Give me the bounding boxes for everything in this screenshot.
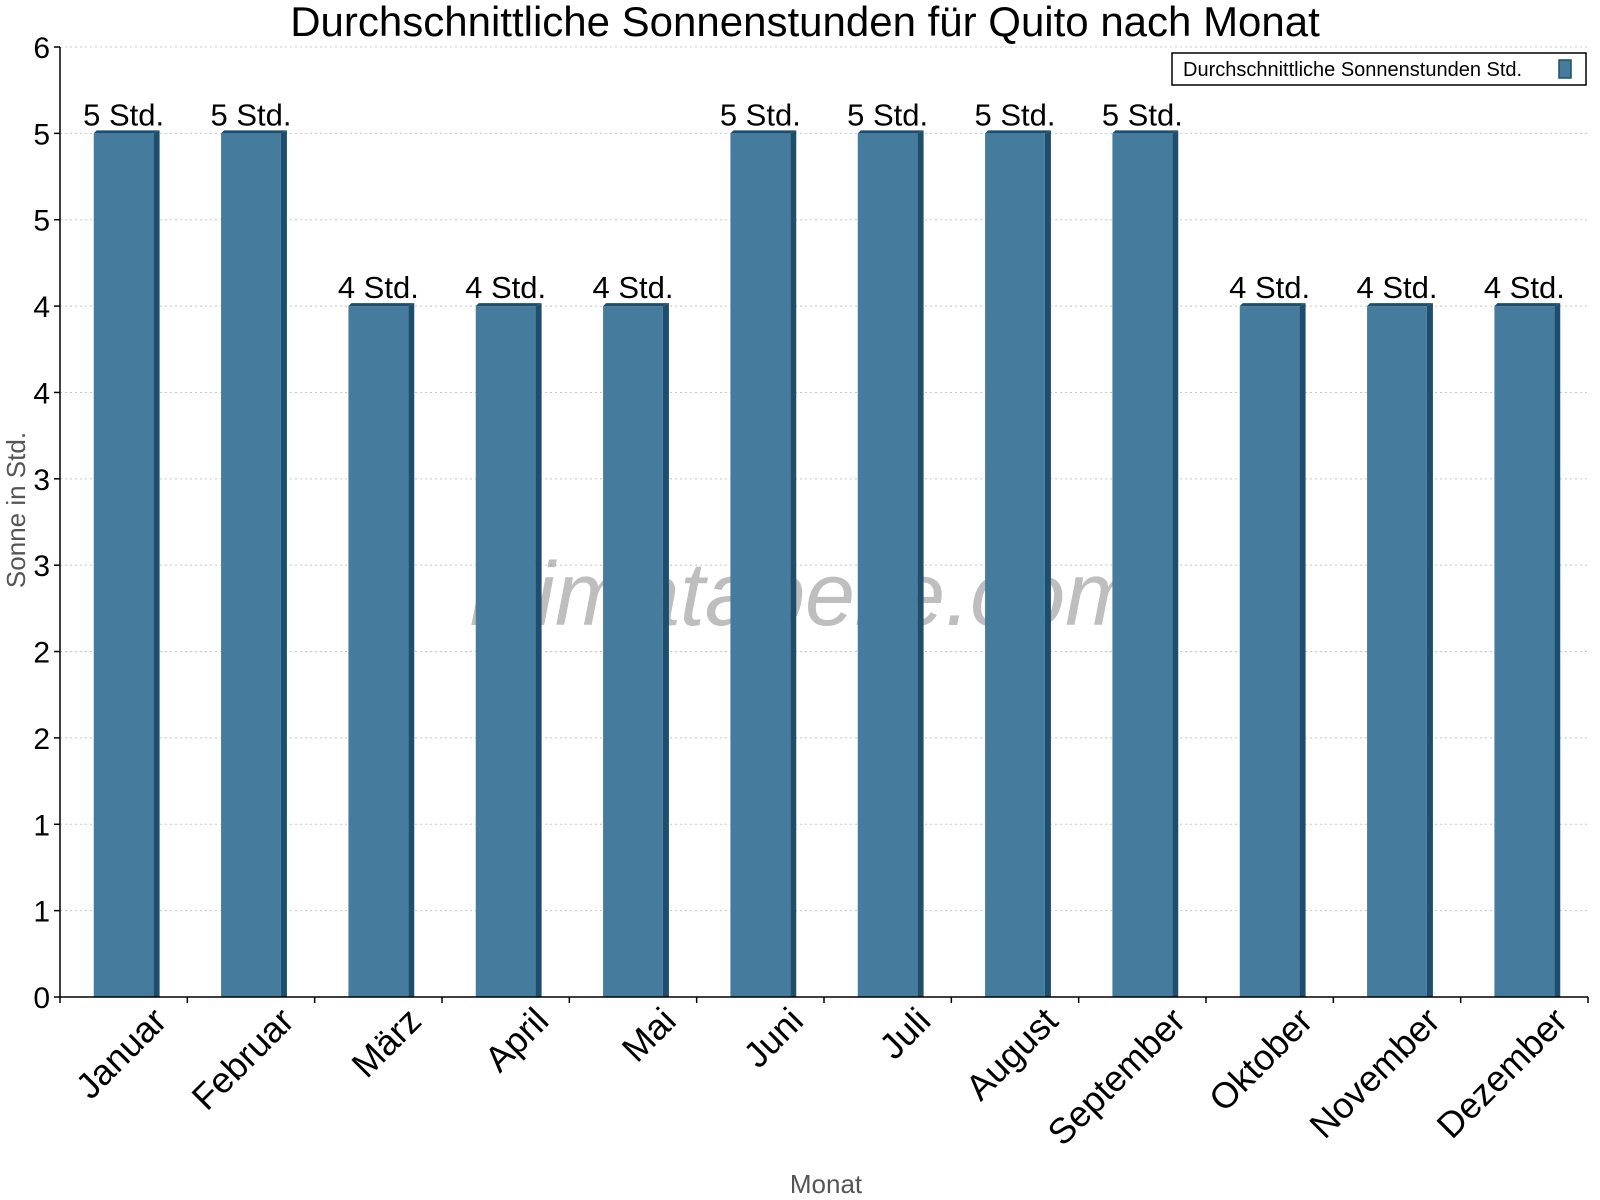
data-label-januar: 5 Std.: [83, 97, 164, 132]
x-axis-title: Monat: [790, 1169, 863, 1199]
chart-title: Durchschnittliche Sonnenstunden für Quit…: [290, 0, 1320, 45]
bar-dezember: [1494, 303, 1561, 997]
bar-märz: [348, 303, 415, 997]
bar-top: [1494, 303, 1561, 307]
bar-februar: [221, 130, 287, 997]
bar-front: [857, 133, 918, 997]
bar-top: [857, 130, 924, 134]
bar-juli: [857, 130, 924, 997]
x-tick-label-dezember: Dezember: [1429, 1000, 1575, 1146]
y-tick-label-1: 1: [33, 896, 50, 929]
x-tick-label-september: September: [1039, 1000, 1193, 1154]
legend-label: Durchschnittliche Sonnenstunden Std.: [1183, 59, 1522, 81]
bar-top: [475, 303, 542, 307]
bar-side: [1044, 130, 1051, 997]
y-tick-label-5: 3: [33, 550, 50, 583]
bar-front: [730, 133, 791, 997]
bar-side: [1172, 130, 1179, 997]
bar-front: [475, 306, 536, 997]
x-tick-label-august: August: [957, 1000, 1065, 1108]
bar-side: [790, 130, 797, 997]
bar-oktober: [1239, 303, 1306, 997]
bar-side: [535, 303, 542, 997]
bar-front: [1239, 306, 1300, 997]
bar-side: [1554, 303, 1561, 997]
bar-side: [662, 303, 669, 997]
legend-box: [1171, 52, 1587, 86]
bar-side: [1299, 303, 1306, 997]
x-tick-label-mai: Mai: [614, 1000, 684, 1070]
bar-mai: [603, 303, 669, 997]
grid-lines: [60, 46, 1588, 912]
bar-front: [93, 133, 154, 997]
y-tick-label-9: 5: [33, 205, 50, 238]
y-tick-label-11: 6: [33, 32, 50, 65]
bar-side: [280, 130, 287, 997]
bar-august: [985, 130, 1051, 997]
legend-swatch: [1558, 59, 1572, 79]
y-tick-label-7: 4: [33, 377, 50, 410]
y-tick-label-4: 2: [33, 637, 50, 670]
data-label-februar: 5 Std.: [211, 97, 292, 132]
bar-september: [1112, 130, 1179, 997]
data-labels: 5 Std. 5 Std. 4 Std. 4 Std. 4 Std. 5 Std. 5 St…: [83, 97, 1565, 305]
data-label-märz: 4 Std.: [338, 270, 419, 305]
bar-front: [603, 306, 663, 997]
bar-januar: [93, 130, 160, 997]
bar-front: [348, 306, 409, 997]
bar-top: [985, 130, 1051, 134]
x-tick-label-juni: Juni: [735, 1000, 811, 1076]
x-tick-label-februar: Februar: [184, 1000, 302, 1118]
bar-top: [348, 303, 415, 307]
y-axis-title: Sonne in Std.: [1, 432, 31, 588]
bar-side: [408, 303, 415, 997]
bar-side: [917, 130, 924, 997]
legend: Durchschnittliche Sonnenstunden Std.: [1171, 52, 1587, 86]
y-tick-label-10: 5: [33, 118, 50, 151]
bar-top: [93, 130, 160, 134]
bar-front: [1112, 133, 1173, 997]
y-tick-label-0: 0: [33, 982, 50, 1015]
bar-front: [985, 133, 1045, 997]
x-axis-ticks: Januar Februar März April Mai Juni Juli AugustS…: [59, 997, 1589, 1154]
data-label-september: 5 Std.: [1102, 97, 1183, 132]
data-label-august: 5 Std.: [975, 97, 1056, 132]
bar-april: [475, 303, 542, 997]
data-label-mai: 4 Std.: [593, 270, 674, 305]
x-tick-label-januar: Januar: [67, 1000, 174, 1107]
y-tick-label-8: 4: [33, 291, 50, 324]
bar-top: [1367, 303, 1433, 307]
bar-top: [1239, 303, 1306, 307]
data-label-april: 4 Std.: [465, 270, 546, 305]
x-tick-label-april: April: [476, 1000, 556, 1080]
x-tick-label-märz: März: [343, 1000, 429, 1086]
bar-front: [1367, 306, 1427, 997]
bar-front: [221, 133, 281, 997]
x-tick-label-juli: Juli: [871, 1000, 938, 1067]
bar-side: [1426, 303, 1433, 997]
bar-top: [1112, 130, 1179, 134]
y-tick-label-3: 2: [33, 723, 50, 756]
data-label-oktober: 4 Std.: [1229, 270, 1310, 305]
x-tick-label-oktober: Oktober: [1201, 1000, 1321, 1120]
y-tick-label-6: 3: [33, 464, 50, 497]
bar-top: [221, 130, 287, 134]
bar-top: [603, 303, 669, 307]
y-tick-label-2: 1: [33, 809, 50, 842]
axes: [59, 47, 1588, 998]
bars: [93, 130, 1561, 997]
y-axis-ticks: 0 1 1 2 2 3 3 4 4 5 5 6: [33, 32, 60, 1015]
x-tick-label-november: November: [1301, 1000, 1447, 1146]
data-label-november: 4 Std.: [1357, 270, 1438, 305]
data-label-juni: 5 Std.: [720, 97, 801, 132]
bar-juni: [730, 130, 797, 997]
data-label-juli: 5 Std.: [847, 97, 928, 132]
bar-side: [153, 130, 160, 997]
bar-top: [730, 130, 797, 134]
bar-front: [1494, 306, 1555, 997]
bar-november: [1367, 303, 1433, 997]
data-label-dezember: 4 Std.: [1484, 270, 1565, 305]
